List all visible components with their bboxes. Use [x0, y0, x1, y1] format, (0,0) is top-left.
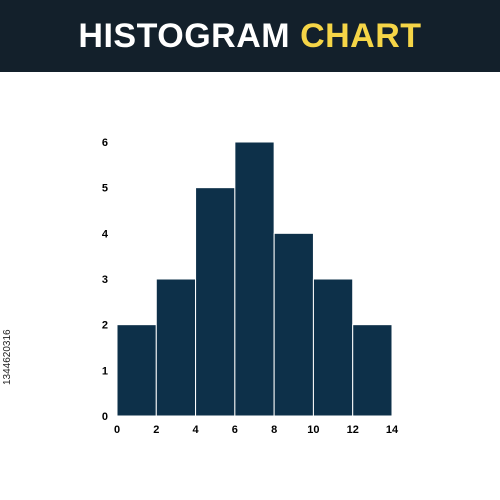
histogram-bar — [155, 278, 197, 417]
chart-title-primary: HISTOGRAM — [78, 17, 291, 55]
stock-id-text: 1344620316 — [2, 329, 13, 385]
x-axis: 0 2 4 6 8 10 12 14 — [114, 424, 399, 436]
header-banner: HISTOGRAM CHART — [0, 0, 500, 72]
y-tick-label: 6 — [102, 137, 108, 149]
x-tick-label: 2 — [153, 424, 159, 436]
histogram-bar — [116, 324, 157, 417]
histogram-bar — [273, 232, 314, 417]
x-tick-label: 0 — [114, 424, 120, 436]
y-tick-label: 1 — [102, 365, 108, 377]
x-tick-label: 4 — [193, 424, 200, 436]
x-tick-label: 8 — [271, 424, 277, 436]
y-axis: 0 1 2 3 4 5 6 — [102, 137, 109, 423]
x-tick-label: 6 — [232, 424, 238, 436]
x-tick-label: 12 — [347, 424, 359, 436]
chart-title-accent: CHART — [300, 17, 422, 55]
histogram-bar — [352, 324, 393, 417]
histogram-bar — [195, 187, 236, 417]
histogram-bar — [234, 141, 275, 417]
y-tick-label: 2 — [102, 320, 108, 332]
x-tick-label: 10 — [307, 424, 319, 436]
x-tick-label: 14 — [386, 424, 399, 436]
y-tick-label: 3 — [102, 274, 108, 286]
bars-group — [116, 141, 393, 417]
y-tick-label: 5 — [102, 183, 108, 195]
y-tick-label: 0 — [102, 411, 108, 423]
histogram-bar — [312, 278, 354, 417]
y-tick-label: 4 — [102, 228, 109, 240]
